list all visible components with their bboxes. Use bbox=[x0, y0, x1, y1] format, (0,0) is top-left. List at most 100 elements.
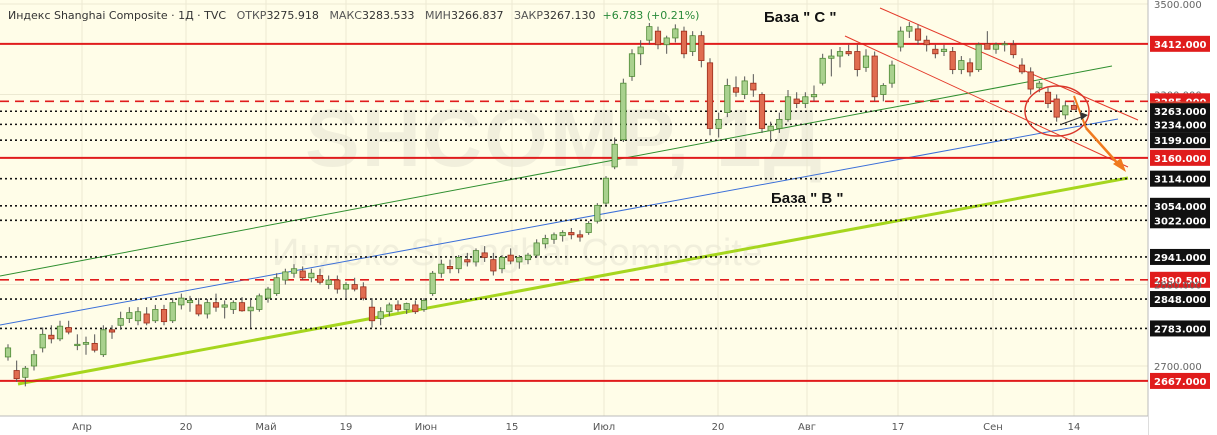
candle-body bbox=[594, 204, 601, 222]
candle-body bbox=[888, 64, 896, 84]
candle-body bbox=[559, 232, 566, 237]
candle-body bbox=[195, 304, 202, 315]
price-tag-bg bbox=[1150, 103, 1210, 120]
candle-body bbox=[715, 118, 722, 129]
candle-body bbox=[862, 55, 870, 68]
annotation-base-c: База " С " bbox=[764, 9, 837, 26]
candle-body bbox=[342, 284, 350, 290]
candle-body bbox=[793, 98, 800, 104]
candle-body bbox=[680, 30, 688, 55]
candle-body bbox=[819, 57, 826, 84]
candle-body bbox=[750, 82, 757, 91]
time-tick-label: Апр bbox=[72, 422, 92, 433]
candle-body bbox=[576, 234, 584, 238]
candle-body bbox=[377, 311, 384, 319]
candle-body bbox=[706, 62, 714, 129]
candle-body bbox=[204, 302, 211, 315]
price-tag-bg bbox=[1150, 116, 1210, 133]
price-tag-bg bbox=[1150, 372, 1210, 389]
candle-body bbox=[325, 279, 332, 285]
candle-body bbox=[368, 306, 376, 322]
candle-body bbox=[672, 28, 679, 39]
candle-body bbox=[48, 334, 55, 340]
price-tag-bg bbox=[1150, 197, 1210, 214]
candle-body bbox=[39, 333, 46, 349]
candle-body bbox=[914, 28, 922, 41]
candle-body bbox=[1010, 44, 1017, 56]
candle-body bbox=[490, 259, 497, 272]
price-tag-label: 3160.000 bbox=[1154, 154, 1207, 165]
candle-body bbox=[308, 272, 315, 279]
candle-body bbox=[247, 306, 254, 312]
candle-body bbox=[568, 232, 575, 236]
candle-body bbox=[611, 143, 618, 168]
candle-body bbox=[1044, 91, 1052, 104]
time-tick-label: 20 bbox=[180, 422, 193, 433]
candle-body bbox=[282, 271, 289, 281]
candle-body bbox=[654, 30, 662, 46]
candle-body bbox=[854, 51, 861, 71]
candle-body bbox=[108, 329, 116, 333]
symbol-title: Индекс Shanghai Composite · 1Д · TVC bbox=[8, 9, 227, 22]
candle-body bbox=[429, 272, 436, 294]
candle-body bbox=[186, 299, 194, 304]
candle-body bbox=[420, 299, 428, 310]
time-tick-label: Июн bbox=[415, 422, 437, 433]
open-label: ОТКР bbox=[236, 9, 267, 22]
candle-body bbox=[533, 242, 540, 256]
candle-body bbox=[455, 256, 462, 270]
candle-body bbox=[386, 304, 393, 313]
candle-body bbox=[845, 51, 852, 55]
candle-body bbox=[975, 44, 982, 71]
candle-body bbox=[932, 48, 939, 55]
candle-body bbox=[56, 325, 64, 340]
candle-body bbox=[299, 270, 306, 279]
trendline-green bbox=[0, 65, 1113, 277]
candle-body bbox=[238, 302, 246, 312]
candle-body bbox=[1001, 43, 1008, 46]
candle-body bbox=[698, 35, 705, 61]
price-tag-bg bbox=[1150, 35, 1210, 52]
candle-body bbox=[30, 354, 38, 367]
candle-body bbox=[758, 94, 766, 129]
candle-body bbox=[776, 118, 783, 129]
price-tag-label: 3114.000 bbox=[1154, 175, 1207, 186]
candle-body bbox=[394, 304, 402, 310]
support-line-green bbox=[17, 176, 1129, 386]
candle-body bbox=[152, 309, 159, 322]
time-tick-label: 20 bbox=[712, 422, 725, 433]
candle-body bbox=[871, 55, 878, 98]
time-tick-label: 14 bbox=[1068, 422, 1081, 433]
candle-body bbox=[1036, 82, 1043, 89]
candle-body bbox=[1070, 104, 1078, 110]
candle-body bbox=[351, 284, 358, 290]
candle-body bbox=[784, 96, 792, 120]
price-tick-label: 2880.000 bbox=[1154, 281, 1202, 292]
price-tag-label: 3412.000 bbox=[1154, 40, 1207, 51]
candle-body bbox=[4, 347, 12, 358]
candle-body bbox=[74, 343, 81, 347]
candle-body bbox=[334, 279, 341, 290]
time-tick-label: Авг bbox=[798, 422, 816, 433]
candle-body bbox=[507, 254, 514, 262]
time-tick-label: 17 bbox=[892, 422, 905, 433]
high-label: МАКС bbox=[329, 9, 362, 22]
candle-body bbox=[100, 329, 107, 356]
candle-body bbox=[550, 234, 558, 240]
candle-body bbox=[221, 304, 228, 308]
price-tag-label: 3199.000 bbox=[1154, 136, 1207, 147]
candle-body bbox=[524, 254, 532, 261]
candle-body bbox=[230, 302, 237, 310]
chart-header: Индекс Shanghai Composite · 1Д · TVC ОТК… bbox=[8, 9, 699, 22]
candle-body bbox=[602, 177, 610, 204]
price-tag-bg bbox=[1150, 212, 1210, 229]
candle-body bbox=[940, 48, 948, 52]
projection-arrowhead bbox=[1113, 158, 1126, 172]
change-value: +6.783 (+0.21%) bbox=[602, 9, 700, 22]
candle-body bbox=[464, 259, 471, 263]
candle-body bbox=[82, 342, 90, 345]
candle-body bbox=[828, 55, 835, 59]
candle-body bbox=[637, 46, 644, 55]
candle-body bbox=[472, 250, 480, 263]
